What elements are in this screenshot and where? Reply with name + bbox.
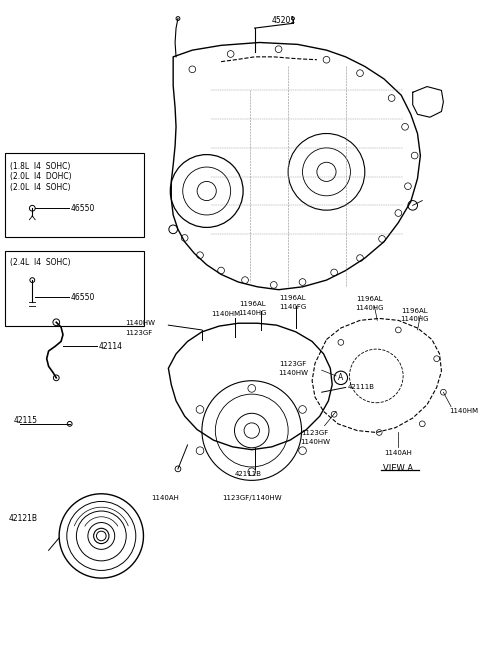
Circle shape: [96, 531, 106, 541]
Text: 1140HG: 1140HG: [400, 317, 429, 323]
Text: 1140FG: 1140FG: [279, 304, 307, 310]
Text: 1140HW: 1140HW: [300, 439, 330, 445]
Text: 1140HG: 1140HG: [355, 305, 384, 311]
Text: 42121B: 42121B: [8, 514, 37, 523]
Text: 42115: 42115: [13, 417, 37, 426]
Text: 1196AL: 1196AL: [401, 307, 428, 314]
Text: 42114: 42114: [98, 342, 122, 351]
Text: 1140HW: 1140HW: [278, 370, 308, 376]
Text: 1140AH: 1140AH: [152, 495, 180, 501]
Text: 46550: 46550: [71, 204, 95, 213]
Text: VIEW A: VIEW A: [383, 464, 413, 474]
Text: 1196AL: 1196AL: [356, 296, 383, 302]
Text: 1196AL: 1196AL: [280, 295, 306, 302]
Text: 1140HW: 1140HW: [125, 320, 155, 327]
Text: 1140HM: 1140HM: [211, 311, 240, 317]
Text: 1140AH: 1140AH: [384, 449, 412, 455]
Bar: [5, 152, 144, 237]
Text: 1123GF/1140HW: 1123GF/1140HW: [222, 495, 282, 501]
Text: 42111B: 42111B: [234, 470, 262, 477]
Text: 1140HM: 1140HM: [449, 409, 478, 415]
Text: 45201: 45201: [271, 16, 295, 25]
Text: (2.0L  I4  SOHC): (2.0L I4 SOHC): [10, 183, 71, 192]
Text: (1.8L  I4  SOHC): (1.8L I4 SOHC): [10, 162, 71, 171]
Text: 46550: 46550: [71, 293, 95, 302]
Text: (2.4L  I4  SOHC): (2.4L I4 SOHC): [10, 258, 71, 267]
Bar: [5, 252, 144, 326]
Text: A: A: [338, 373, 344, 382]
Text: 1140HG: 1140HG: [239, 309, 267, 316]
Text: 1123GF: 1123GF: [279, 361, 307, 367]
Text: 1196AL: 1196AL: [240, 301, 266, 307]
Text: 1123GF: 1123GF: [301, 430, 329, 436]
Text: (2.0L  I4  DOHC): (2.0L I4 DOHC): [10, 172, 72, 181]
Text: 42111B: 42111B: [348, 384, 374, 390]
Text: 1123GF: 1123GF: [125, 330, 153, 336]
